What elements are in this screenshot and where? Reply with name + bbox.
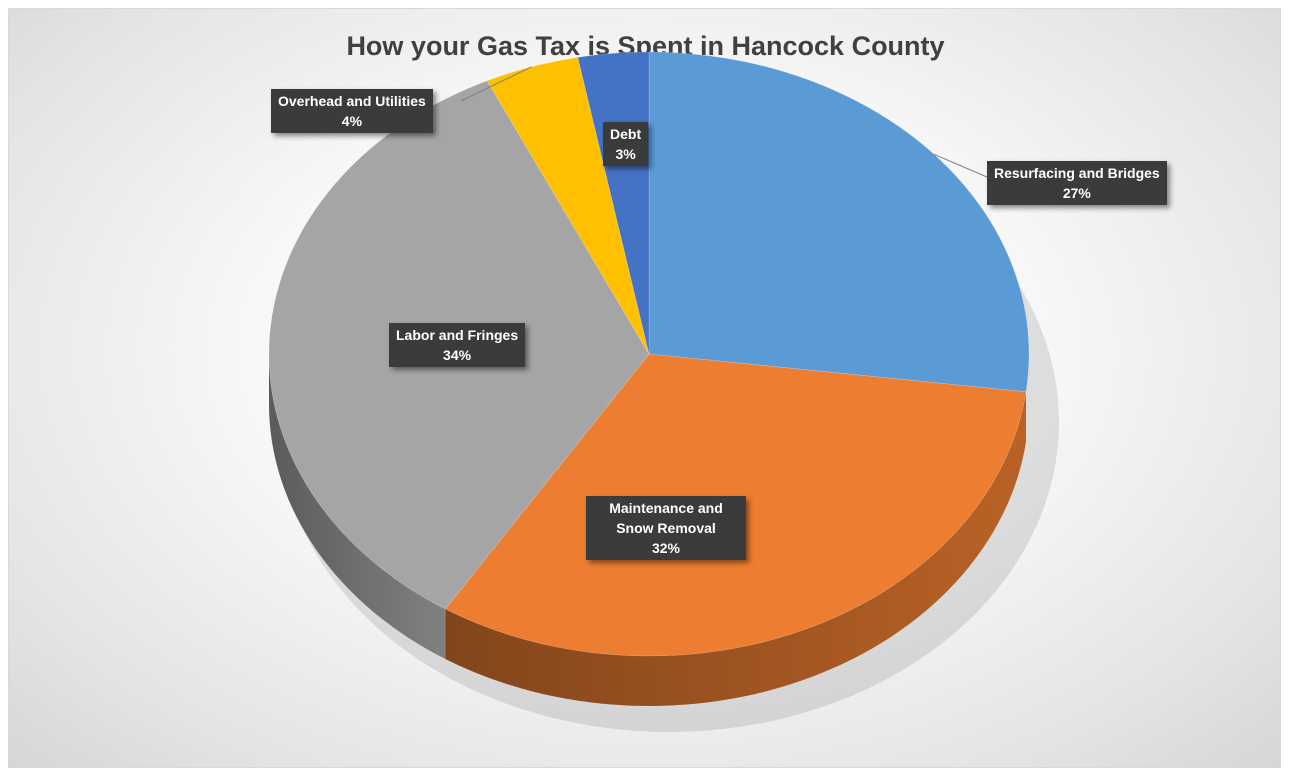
data-label-maintenance: Maintenance and Snow Removal 32%: [586, 496, 746, 560]
data-label-labor-name: Labor and Fringes: [396, 327, 519, 343]
data-label-resurfacing: Resurfacing and Bridges 27%: [987, 161, 1167, 205]
data-label-labor: Labor and Fringes 34%: [389, 323, 526, 367]
data-label-overhead-value: 4%: [341, 113, 363, 129]
data-label-maintenance-value: 32%: [651, 540, 681, 556]
leader-line-overhead-and-utilities: [460, 66, 532, 102]
data-label-debt: Debt 3%: [603, 122, 649, 166]
pie-slice-resurfacing-and-bridges: [648, 51, 1030, 393]
data-label-overhead: Overhead and Utilities 4%: [271, 89, 433, 133]
data-label-maintenance-name: Maintenance and Snow Removal: [609, 500, 723, 536]
pie-side-maintenance-and-snow-removal: [445, 391, 1027, 707]
chart-area: How your Gas Tax is Spent in Hancock Cou…: [8, 8, 1281, 768]
leader-line-resurfacing-and-bridges: [933, 153, 988, 178]
pie-chart: [268, 51, 1059, 732]
data-label-labor-value: 34%: [443, 347, 472, 363]
data-label-debt-value: 3%: [615, 146, 636, 162]
data-label-resurfacing-name: Resurfacing and Bridges: [994, 165, 1160, 181]
pie-side-labor-and-fringes: [269, 354, 446, 659]
data-label-resurfacing-value: 27%: [1062, 185, 1091, 201]
data-label-debt-name: Debt: [610, 126, 642, 142]
data-label-overhead-name: Overhead and Utilities: [278, 93, 426, 109]
